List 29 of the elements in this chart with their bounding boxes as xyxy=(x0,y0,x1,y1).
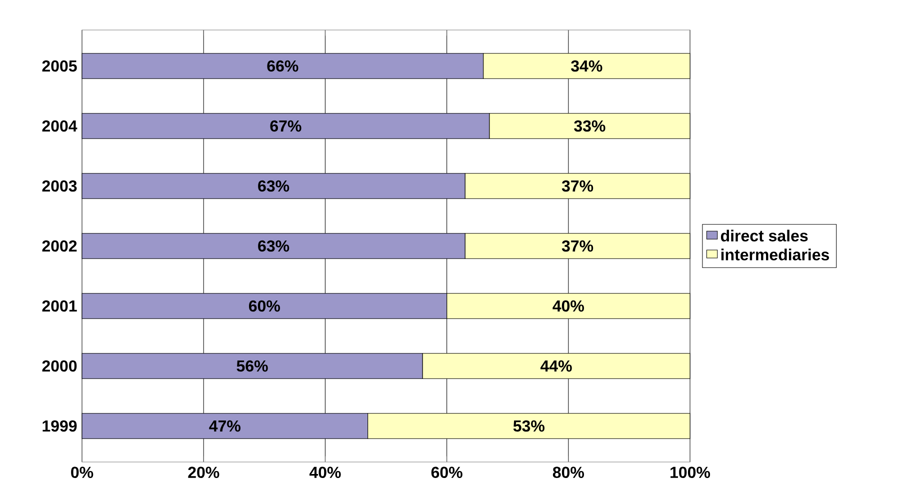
data-label: 53% xyxy=(513,420,544,432)
x-tick-label: 80% xyxy=(552,466,584,478)
x-tick-label: 20% xyxy=(188,466,220,478)
y-tick-label: 2000 xyxy=(42,360,77,372)
y-tick-label: 2002 xyxy=(42,240,77,252)
data-label: 67% xyxy=(270,120,302,132)
data-label: 63% xyxy=(258,180,290,192)
data-label: 40% xyxy=(552,300,584,312)
data-label: 47% xyxy=(209,420,240,432)
data-label: 56% xyxy=(236,360,268,372)
x-tick-label: 0% xyxy=(71,466,94,478)
data-label: 44% xyxy=(540,360,572,372)
y-tick-label: 2004 xyxy=(42,120,78,132)
y-tick-label: 2003 xyxy=(42,180,77,192)
data-label: 63% xyxy=(258,240,290,252)
y-tick-label: 1999 xyxy=(42,420,77,432)
legend-label: intermediaries xyxy=(721,248,830,260)
legend-label: direct sales xyxy=(720,230,808,242)
data-label: 33% xyxy=(574,120,606,132)
x-tick-label: 60% xyxy=(431,466,462,478)
y-tick-label: 2005 xyxy=(42,60,77,72)
y-tick-label: 2001 xyxy=(42,300,77,312)
data-label: 60% xyxy=(248,300,280,312)
data-label: 37% xyxy=(562,180,594,192)
x-tick-label: 100% xyxy=(670,466,710,478)
x-tick-label: 40% xyxy=(309,466,341,478)
data-label: 34% xyxy=(571,60,602,72)
data-label: 37% xyxy=(562,240,594,252)
data-label: 66% xyxy=(267,60,298,72)
